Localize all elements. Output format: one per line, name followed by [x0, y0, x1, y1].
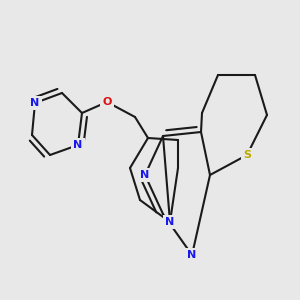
Text: N: N: [165, 217, 175, 227]
Text: N: N: [188, 250, 196, 260]
Text: O: O: [102, 97, 112, 107]
Text: N: N: [30, 98, 40, 108]
Text: N: N: [74, 140, 82, 150]
Text: N: N: [140, 170, 150, 180]
Text: S: S: [243, 150, 251, 160]
